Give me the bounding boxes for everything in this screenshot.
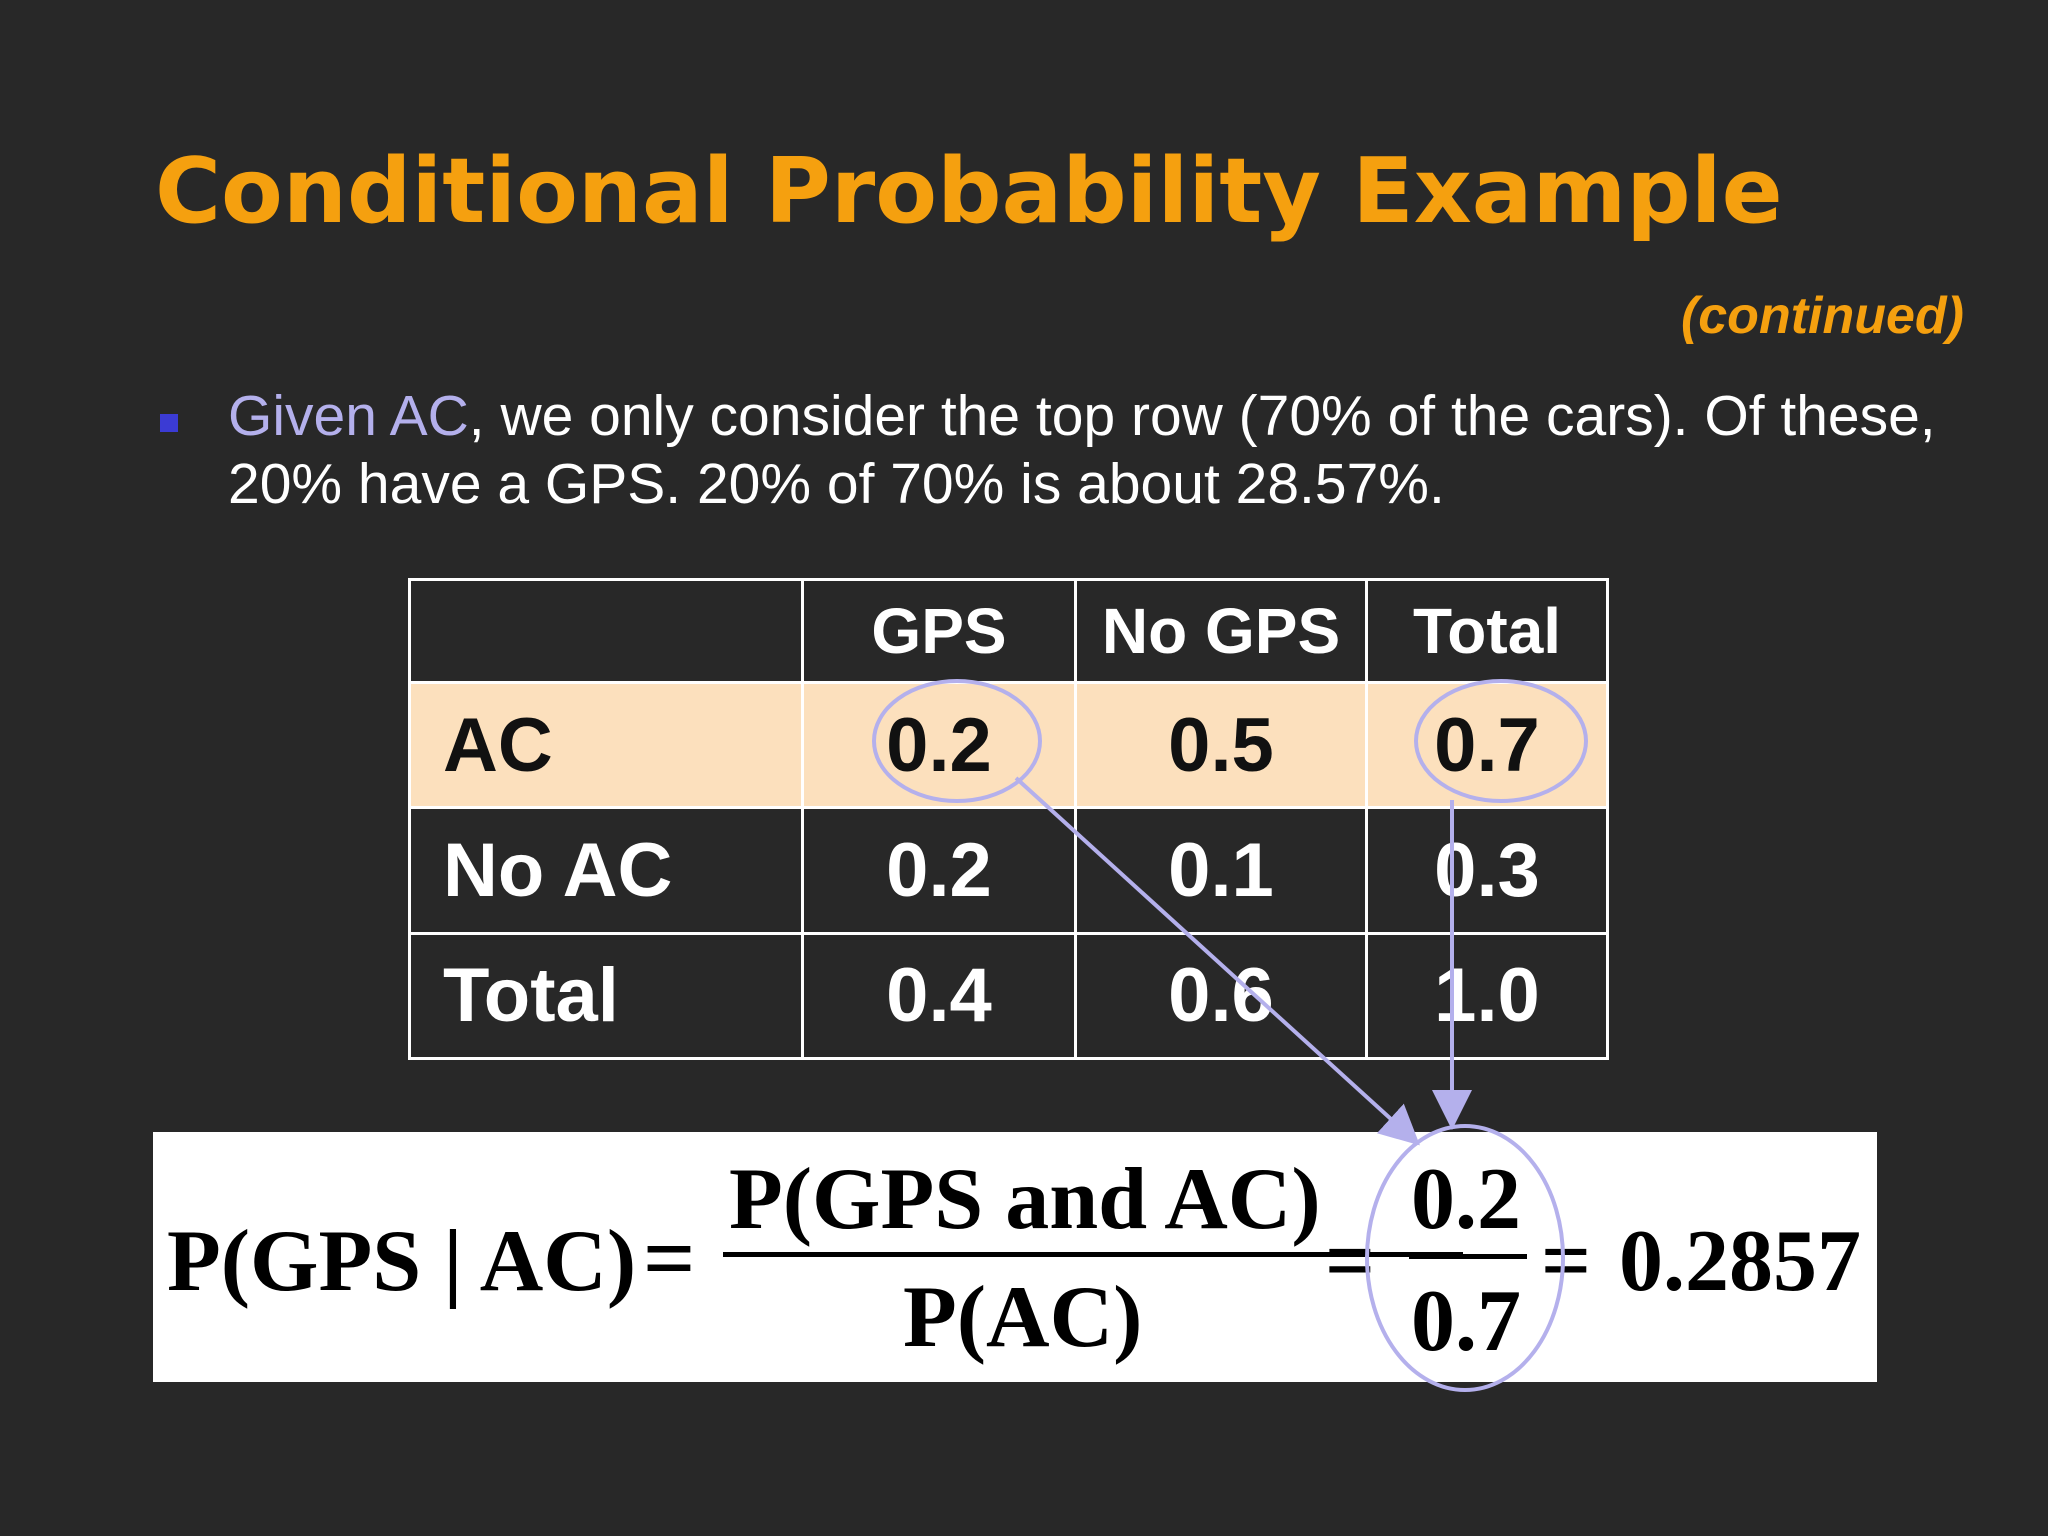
bullet-text: Given AC, we only consider the top row (… <box>228 382 1988 518</box>
equation-numerator-value: 0.2 <box>1411 1151 1521 1248</box>
cell-no-ac-gps: 0.2 <box>801 806 1077 935</box>
cell-no-ac-total: 0.3 <box>1365 806 1609 935</box>
row-label-no-ac: No AC <box>408 806 804 935</box>
cell-total-total: 1.0 <box>1365 931 1609 1061</box>
header-corner <box>408 578 804 684</box>
bullet-body: , we only consider the top row (70% of t… <box>228 384 1936 516</box>
fraction-bar <box>1409 1254 1527 1259</box>
cell-no-ac-no-gps: 0.1 <box>1074 806 1368 935</box>
header-total: Total <box>1365 578 1609 684</box>
header-no-gps: No GPS <box>1074 578 1368 684</box>
bullet-square-icon <box>160 414 178 432</box>
slide-title: Conditional Probability Example <box>155 139 1783 244</box>
equation-equals-sign: = <box>643 1207 696 1309</box>
table-header-row: GPS No GPS Total <box>408 578 1609 684</box>
fraction-bar <box>723 1252 1463 1257</box>
probability-table: GPS No GPS Total AC 0.2 0.5 0.7 No AC 0.… <box>408 578 1609 1061</box>
cell-ac-no-gps: 0.5 <box>1074 680 1368 810</box>
equation-numerator: P(GPS and AC) <box>729 1151 1321 1248</box>
row-label-ac: AC <box>408 680 804 810</box>
equation-box: P(GPS | AC) = P(GPS and AC) P(AC) = 0.2 … <box>153 1132 1877 1382</box>
bullet-highlight: Given AC <box>228 384 469 448</box>
cell-ac-gps: 0.2 <box>801 680 1077 810</box>
cell-total-gps: 0.4 <box>801 931 1077 1061</box>
equation-lhs: P(GPS | AC) <box>167 1213 637 1310</box>
equation-result: 0.2857 <box>1619 1213 1861 1310</box>
row-label-total: Total <box>408 931 804 1061</box>
equation-denominator: P(AC) <box>903 1269 1143 1366</box>
cell-total-no-gps: 0.6 <box>1074 931 1368 1061</box>
table-row-ac: AC 0.2 0.5 0.7 <box>408 680 1609 810</box>
slide-subtitle: (continued) <box>1680 287 1964 345</box>
equation-equals-sign: = <box>1325 1213 1376 1310</box>
cell-ac-total: 0.7 <box>1365 680 1609 810</box>
table-row-no-ac: No AC 0.2 0.1 0.3 <box>408 806 1609 935</box>
equation-denominator-value: 0.7 <box>1411 1273 1521 1370</box>
header-gps: GPS <box>801 578 1077 684</box>
table-row-total: Total 0.4 0.6 1.0 <box>408 931 1609 1061</box>
equation-equals-sign: = <box>1541 1213 1592 1310</box>
